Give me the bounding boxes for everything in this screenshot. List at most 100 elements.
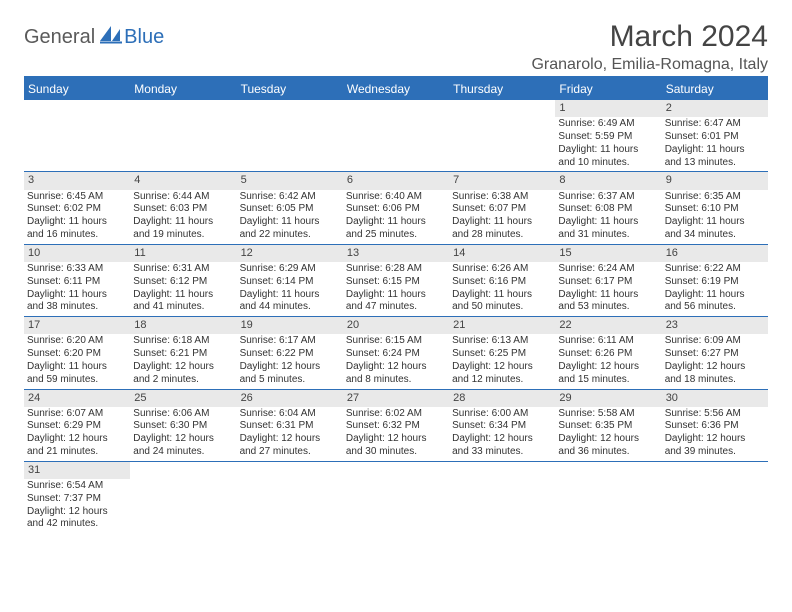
day-number: 17 xyxy=(24,317,130,334)
day-cell xyxy=(237,462,343,533)
day-line: Daylight: 11 hours xyxy=(558,144,658,157)
day-details: Sunrise: 6:09 AMSunset: 6:27 PMDaylight:… xyxy=(662,334,768,388)
location-text: Granarolo, Emilia-Romagna, Italy xyxy=(531,56,768,74)
day-cell: 3Sunrise: 6:45 AMSunset: 6:02 PMDaylight… xyxy=(24,172,130,243)
day-details xyxy=(449,479,555,482)
day-line: and 25 minutes. xyxy=(346,229,446,242)
day-line: Sunset: 6:15 PM xyxy=(346,276,446,289)
day-number: 3 xyxy=(24,172,130,189)
day-line: and 8 minutes. xyxy=(346,374,446,387)
day-line: Sunset: 6:02 PM xyxy=(27,203,127,216)
day-line: Sunrise: 6:26 AM xyxy=(452,263,552,276)
day-number xyxy=(449,100,555,117)
day-line: Daylight: 11 hours xyxy=(27,289,127,302)
day-line: Sunrise: 6:07 AM xyxy=(27,408,127,421)
day-number xyxy=(662,462,768,479)
week-row: 24Sunrise: 6:07 AMSunset: 6:29 PMDayligh… xyxy=(24,390,768,462)
day-details: Sunrise: 6:04 AMSunset: 6:31 PMDaylight:… xyxy=(237,407,343,461)
day-cell: 30Sunrise: 5:56 AMSunset: 6:36 PMDayligh… xyxy=(662,390,768,461)
day-line: Sunrise: 6:31 AM xyxy=(133,263,233,276)
day-line: and 13 minutes. xyxy=(665,157,765,170)
day-line: and 31 minutes. xyxy=(558,229,658,242)
day-line: Sunset: 6:07 PM xyxy=(452,203,552,216)
day-cell: 13Sunrise: 6:28 AMSunset: 6:15 PMDayligh… xyxy=(343,245,449,316)
day-line: and 38 minutes. xyxy=(27,301,127,314)
day-line: Sunrise: 6:49 AM xyxy=(558,118,658,131)
day-line: Sunrise: 6:29 AM xyxy=(240,263,340,276)
day-header: Sunday xyxy=(24,78,130,100)
day-details: Sunrise: 6:20 AMSunset: 6:20 PMDaylight:… xyxy=(24,334,130,388)
day-cell: 20Sunrise: 6:15 AMSunset: 6:24 PMDayligh… xyxy=(343,317,449,388)
day-line: Sunset: 6:14 PM xyxy=(240,276,340,289)
day-number: 15 xyxy=(555,245,661,262)
day-details: Sunrise: 5:58 AMSunset: 6:35 PMDaylight:… xyxy=(555,407,661,461)
day-number: 26 xyxy=(237,390,343,407)
day-details: Sunrise: 6:00 AMSunset: 6:34 PMDaylight:… xyxy=(449,407,555,461)
day-details xyxy=(237,117,343,120)
day-details: Sunrise: 6:42 AMSunset: 6:05 PMDaylight:… xyxy=(237,190,343,244)
day-line: and 47 minutes. xyxy=(346,301,446,314)
day-line: Sunset: 6:36 PM xyxy=(665,420,765,433)
day-line: Daylight: 11 hours xyxy=(240,289,340,302)
day-line: Sunrise: 6:09 AM xyxy=(665,335,765,348)
day-line: Daylight: 12 hours xyxy=(452,361,552,374)
day-cell xyxy=(555,462,661,533)
day-details: Sunrise: 6:22 AMSunset: 6:19 PMDaylight:… xyxy=(662,262,768,316)
day-line: Sunset: 6:30 PM xyxy=(133,420,233,433)
day-header: Tuesday xyxy=(237,78,343,100)
day-line: Daylight: 11 hours xyxy=(665,289,765,302)
day-line: and 22 minutes. xyxy=(240,229,340,242)
day-line: Sunrise: 6:06 AM xyxy=(133,408,233,421)
week-row: 1Sunrise: 6:49 AMSunset: 5:59 PMDaylight… xyxy=(24,100,768,172)
day-details: Sunrise: 6:33 AMSunset: 6:11 PMDaylight:… xyxy=(24,262,130,316)
day-header: Wednesday xyxy=(343,78,449,100)
day-line: Daylight: 11 hours xyxy=(240,216,340,229)
day-cell xyxy=(343,462,449,533)
day-details: Sunrise: 6:35 AMSunset: 6:10 PMDaylight:… xyxy=(662,190,768,244)
day-number: 18 xyxy=(130,317,236,334)
day-number: 27 xyxy=(343,390,449,407)
day-line: Daylight: 11 hours xyxy=(665,144,765,157)
day-line: and 10 minutes. xyxy=(558,157,658,170)
day-details xyxy=(24,117,130,120)
calendar-page: General Blue March 2024 Granarolo, Emili… xyxy=(0,0,792,553)
day-number: 19 xyxy=(237,317,343,334)
day-line: Sunrise: 6:38 AM xyxy=(452,191,552,204)
day-cell xyxy=(237,100,343,171)
day-line: Daylight: 11 hours xyxy=(133,289,233,302)
day-line: Sunrise: 6:22 AM xyxy=(665,263,765,276)
day-line: Daylight: 12 hours xyxy=(558,433,658,446)
day-line: Sunrise: 6:11 AM xyxy=(558,335,658,348)
day-header: Monday xyxy=(130,78,236,100)
day-line: Daylight: 12 hours xyxy=(240,433,340,446)
weeks-container: 1Sunrise: 6:49 AMSunset: 5:59 PMDaylight… xyxy=(24,100,768,533)
day-line: Sunrise: 6:37 AM xyxy=(558,191,658,204)
day-details: Sunrise: 6:29 AMSunset: 6:14 PMDaylight:… xyxy=(237,262,343,316)
day-number xyxy=(343,462,449,479)
day-line: and 56 minutes. xyxy=(665,301,765,314)
day-line: Sunset: 6:26 PM xyxy=(558,348,658,361)
day-line: and 24 minutes. xyxy=(133,446,233,459)
day-number xyxy=(237,100,343,117)
day-line: and 21 minutes. xyxy=(27,446,127,459)
day-line: Sunrise: 6:24 AM xyxy=(558,263,658,276)
day-details: Sunrise: 6:54 AMSunset: 7:37 PMDaylight:… xyxy=(24,479,130,533)
day-line: and 39 minutes. xyxy=(665,446,765,459)
day-cell: 9Sunrise: 6:35 AMSunset: 6:10 PMDaylight… xyxy=(662,172,768,243)
day-number: 28 xyxy=(449,390,555,407)
day-line: Sunrise: 6:20 AM xyxy=(27,335,127,348)
day-line: Sunset: 6:03 PM xyxy=(133,203,233,216)
day-cell: 14Sunrise: 6:26 AMSunset: 6:16 PMDayligh… xyxy=(449,245,555,316)
day-number: 9 xyxy=(662,172,768,189)
day-line: and 30 minutes. xyxy=(346,446,446,459)
day-line: and 5 minutes. xyxy=(240,374,340,387)
logo-text-blue: Blue xyxy=(124,26,164,49)
day-details: Sunrise: 6:11 AMSunset: 6:26 PMDaylight:… xyxy=(555,334,661,388)
day-line: Sunrise: 6:54 AM xyxy=(27,480,127,493)
day-line: Daylight: 12 hours xyxy=(346,433,446,446)
day-line: Sunset: 6:25 PM xyxy=(452,348,552,361)
day-line: and 27 minutes. xyxy=(240,446,340,459)
day-cell: 8Sunrise: 6:37 AMSunset: 6:08 PMDaylight… xyxy=(555,172,661,243)
day-line: Daylight: 11 hours xyxy=(346,289,446,302)
day-cell: 19Sunrise: 6:17 AMSunset: 6:22 PMDayligh… xyxy=(237,317,343,388)
